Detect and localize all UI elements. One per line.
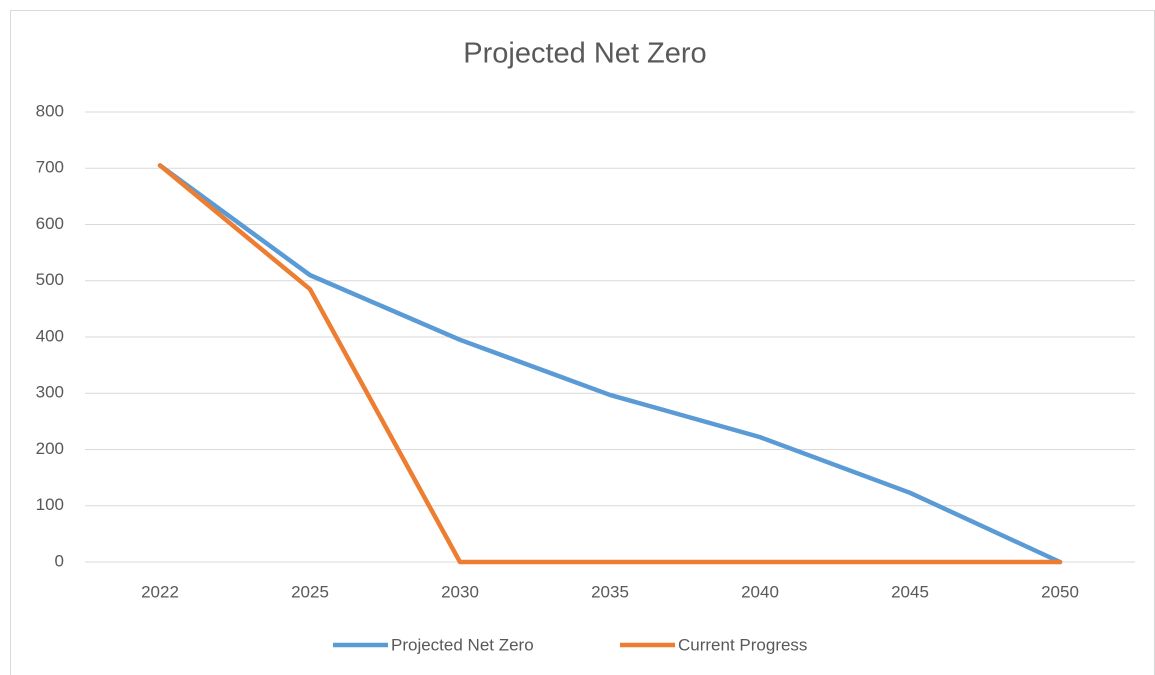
x-tick-label: 2022: [141, 582, 179, 601]
y-tick-label: 100: [36, 495, 64, 514]
y-tick-label: 700: [36, 158, 64, 177]
x-tick-label: 2040: [741, 582, 779, 601]
y-tick-label: 800: [36, 101, 64, 120]
y-tick-label: 0: [55, 551, 64, 570]
series-line: [157, 163, 1063, 565]
y-tick-label: 400: [36, 326, 64, 345]
x-tick-label: 2030: [441, 582, 479, 601]
x-tick-label: 2025: [291, 582, 329, 601]
x-tick-label: 2050: [1041, 582, 1079, 601]
legend-label: Projected Net Zero: [391, 635, 534, 654]
x-tick-label: 2045: [891, 582, 929, 601]
y-tick-label: 300: [36, 383, 64, 402]
y-tick-label: 500: [36, 270, 64, 289]
legend-label: Current Progress: [678, 635, 807, 654]
y-tick-label: 600: [36, 214, 64, 233]
x-tick-label: 2035: [591, 582, 629, 601]
series-line: [157, 163, 1063, 565]
chart-title: Projected Net Zero: [463, 38, 706, 70]
chart-border: [10, 10, 1155, 675]
y-tick-label: 200: [36, 439, 64, 458]
